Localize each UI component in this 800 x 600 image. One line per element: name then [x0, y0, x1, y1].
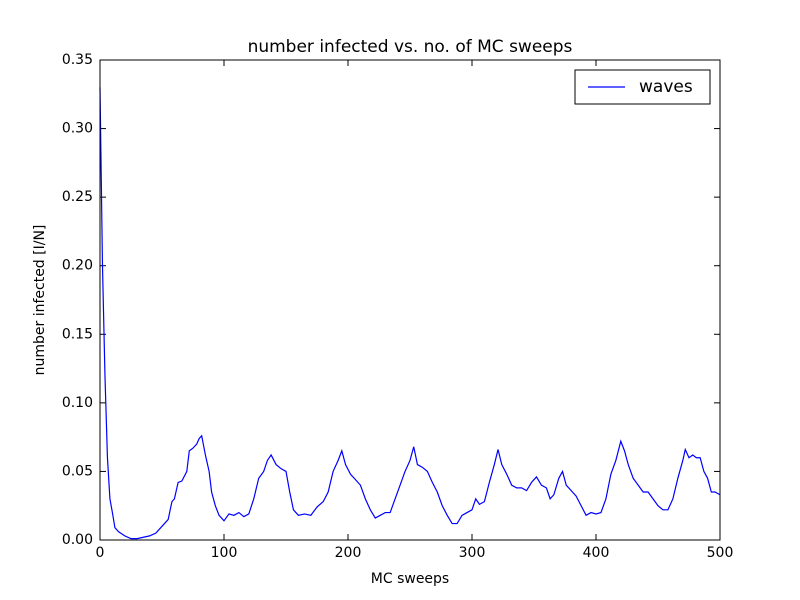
x-tick-label: 200 — [335, 545, 362, 561]
y-tick-label: 0.20 — [62, 258, 93, 274]
x-tick-label: 0 — [96, 545, 105, 561]
x-tick-label: 100 — [211, 545, 238, 561]
x-tick-label: 400 — [583, 545, 610, 561]
chart-title: number infected vs. no. of MC sweeps — [248, 37, 573, 57]
x-tick-label: 300 — [459, 545, 486, 561]
y-tick-label: 0.10 — [62, 395, 93, 411]
plot-frame — [99, 59, 721, 541]
y-tick-label: 0.15 — [62, 326, 93, 342]
legend-label: waves — [639, 77, 693, 97]
y-tick-label: 0.30 — [62, 121, 93, 137]
x-axis-label: MC sweeps — [371, 571, 449, 587]
y-tick-label: 0.05 — [62, 463, 93, 479]
y-tick-label: 0.35 — [62, 52, 93, 68]
y-axis-label: number infected [I/N] — [32, 225, 48, 376]
x-tick-label: 500 — [707, 545, 734, 561]
y-tick-label: 0.00 — [62, 532, 93, 548]
data-line — [99, 87, 721, 540]
y-tick-label: 0.25 — [62, 189, 93, 205]
